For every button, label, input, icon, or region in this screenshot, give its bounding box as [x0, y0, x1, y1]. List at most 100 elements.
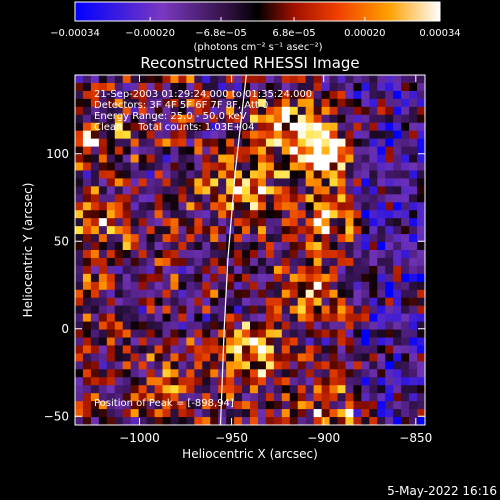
heatmap-cell — [297, 345, 307, 354]
heatmap-cell — [82, 369, 92, 378]
heatmap-cell — [321, 170, 331, 179]
heatmap-cell — [154, 98, 164, 108]
heatmap-cell — [138, 361, 148, 370]
heatmap-cell — [234, 385, 243, 394]
heatmap-cell — [257, 353, 267, 362]
heatmap-cell — [154, 146, 164, 156]
heatmap-cell — [138, 409, 148, 418]
heatmap-cell — [162, 90, 172, 100]
heatmap-cell — [353, 345, 362, 354]
heatmap-cell — [409, 265, 418, 275]
heatmap-cell — [417, 210, 425, 219]
heatmap-cell — [122, 273, 132, 283]
heatmap-cell — [75, 202, 84, 211]
heatmap-cell — [289, 353, 299, 362]
heatmap-cell — [210, 90, 219, 100]
heatmap-cell — [289, 313, 299, 323]
heatmap-cell — [234, 321, 243, 331]
heatmap-cell — [353, 401, 362, 410]
heatmap-cell — [265, 289, 275, 299]
heatmap-cell — [409, 250, 418, 259]
heatmap-cell — [377, 273, 386, 283]
heatmap-cell — [345, 345, 354, 354]
heatmap-cell — [265, 417, 275, 425]
heatmap-cell — [353, 257, 362, 267]
heatmap-cell — [273, 353, 283, 362]
heatmap-cell — [337, 273, 347, 283]
heatmap-cell — [210, 265, 219, 275]
heatmap-cell — [194, 265, 203, 275]
heatmap-cell — [130, 369, 140, 378]
heatmap-cell — [281, 337, 291, 347]
heatmap-cell — [369, 146, 378, 156]
heatmap-cell — [106, 218, 116, 227]
heatmap-cell — [329, 90, 339, 100]
heatmap-cell — [226, 401, 235, 410]
heatmap-cell — [281, 409, 291, 418]
heatmap-cell — [409, 337, 418, 347]
heatmap-cell — [313, 377, 323, 386]
heatmap-cell — [122, 162, 132, 172]
heatmap-cell — [353, 146, 362, 156]
heatmap-cell — [353, 98, 362, 108]
y-tick-label: 0 — [61, 322, 69, 336]
heatmap-cell — [297, 353, 307, 362]
heatmap-cell — [417, 369, 425, 378]
heatmap-cell — [122, 122, 132, 132]
heatmap-cell — [273, 250, 283, 259]
heatmap-cell — [385, 297, 394, 307]
heatmap-cell — [361, 202, 370, 211]
heatmap-cell — [329, 218, 339, 227]
heatmap-cell — [289, 305, 299, 315]
heatmap-cell — [289, 242, 299, 251]
heatmap-cell — [82, 393, 92, 402]
heatmap-cell — [154, 337, 164, 347]
heatmap-cell — [98, 226, 108, 235]
heatmap-cell — [170, 218, 179, 227]
heatmap-cell — [98, 385, 108, 394]
heatmap-cell — [98, 106, 108, 116]
heatmap-cell — [409, 409, 418, 418]
heatmap-cell — [250, 321, 259, 331]
heatmap-cell — [90, 75, 100, 84]
heatmap-cell — [409, 361, 418, 370]
heatmap-cell — [130, 234, 140, 243]
heatmap-cell — [361, 393, 370, 402]
heatmap-cell — [210, 218, 219, 227]
heatmap-cell — [377, 289, 386, 299]
heatmap-cell — [130, 226, 140, 235]
heatmap-cell — [170, 210, 179, 219]
heatmap-cell — [242, 194, 251, 203]
heatmap-cell — [297, 289, 307, 299]
heatmap-cell — [417, 417, 425, 425]
heatmap-cell — [361, 337, 370, 347]
heatmap-cell — [369, 210, 378, 219]
heatmap-cell — [154, 345, 164, 354]
heatmap-cell — [393, 194, 402, 203]
heatmap-cell — [194, 194, 203, 203]
heatmap-cell — [305, 202, 315, 211]
heatmap-cell — [114, 281, 124, 291]
heatmap-cell — [369, 321, 378, 331]
heatmap-cell — [170, 202, 179, 211]
heatmap-cell — [393, 345, 402, 354]
heatmap-cell — [122, 337, 132, 347]
heatmap-cell — [194, 297, 203, 307]
heatmap-cell — [242, 321, 251, 331]
heatmap-cell — [289, 202, 299, 211]
heatmap-cell — [265, 345, 275, 354]
heatmap-cell — [305, 98, 315, 108]
heatmap-cell — [178, 369, 187, 378]
heatmap-cell — [90, 297, 100, 307]
heatmap-cell — [114, 114, 124, 124]
heatmap-cell — [226, 369, 235, 378]
heatmap-cell — [361, 369, 370, 378]
heatmap-cell — [313, 281, 323, 291]
heatmap-cell — [417, 385, 425, 394]
heatmap-cell — [265, 218, 275, 227]
heatmap-cell — [385, 321, 394, 331]
heatmap-cell — [82, 75, 92, 84]
heatmap-cell — [257, 234, 267, 243]
heatmap-cell — [329, 106, 339, 116]
heatmap-cell — [170, 242, 179, 251]
